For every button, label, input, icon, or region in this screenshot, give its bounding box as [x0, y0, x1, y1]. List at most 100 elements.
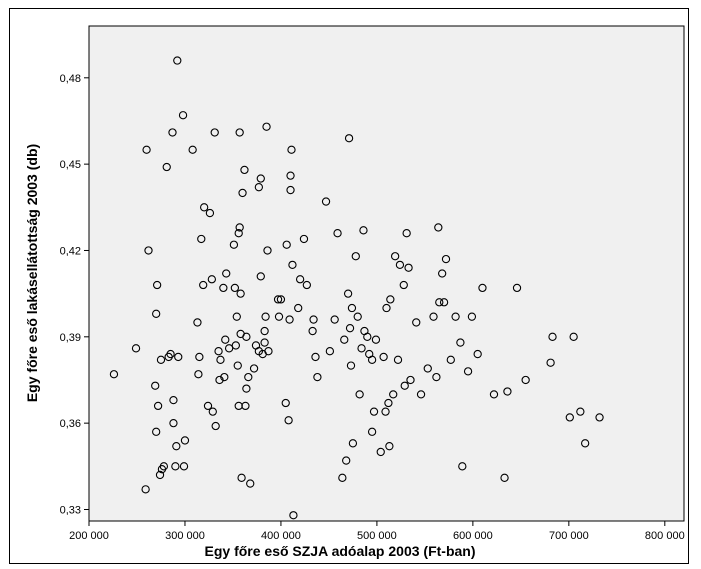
- data-point: [214, 347, 223, 356]
- data-point: [379, 352, 388, 362]
- data-point: [142, 145, 151, 154]
- data-point: [179, 462, 189, 471]
- data-point: [423, 364, 432, 373]
- data-point: [285, 315, 294, 324]
- data-point: [249, 364, 259, 373]
- data-point: [222, 269, 231, 278]
- data-point: [240, 165, 249, 175]
- data-point: [232, 312, 241, 321]
- y-tick-label: 0,33: [60, 504, 81, 516]
- data-point: [234, 229, 243, 238]
- data-point: [500, 473, 509, 482]
- data-point: [281, 398, 290, 408]
- data-point: [576, 407, 585, 416]
- data-point: [371, 335, 381, 344]
- data-point: [404, 263, 413, 272]
- data-point: [152, 280, 162, 290]
- data-point: [229, 240, 239, 249]
- data-point: [386, 295, 395, 304]
- data-point: [235, 223, 244, 232]
- data-point: [384, 398, 393, 408]
- y-tick-label: 0,48: [60, 73, 81, 85]
- data-point: [330, 315, 339, 324]
- data-point: [237, 473, 246, 482]
- data-point: [289, 511, 298, 520]
- data-point: [246, 479, 255, 488]
- data-point: [302, 280, 311, 290]
- data-point: [254, 183, 264, 192]
- y-tick-label: 0,45: [60, 159, 81, 171]
- data-point: [503, 387, 512, 396]
- data-points: [109, 56, 604, 520]
- data-point: [180, 436, 190, 445]
- data-point: [347, 303, 357, 313]
- data-point: [173, 56, 182, 65]
- data-point: [172, 442, 181, 451]
- data-point: [333, 229, 342, 238]
- x-tick-label: 700 000: [549, 530, 589, 542]
- data-point: [273, 295, 283, 304]
- data-point: [210, 128, 219, 137]
- data-point: [400, 381, 409, 390]
- data-point: [359, 226, 368, 235]
- data-point: [286, 185, 295, 195]
- data-point: [432, 372, 441, 382]
- data-point: [489, 390, 499, 399]
- data-point: [429, 312, 438, 321]
- data-point: [355, 390, 364, 399]
- data-point: [188, 145, 197, 154]
- data-point: [174, 352, 183, 362]
- data-point: [238, 188, 247, 198]
- data-point: [363, 332, 372, 341]
- data-point: [325, 347, 335, 356]
- data-point: [286, 171, 295, 180]
- scatter-chart: 200 000 300 000 400 000 500 000 600 000 700 0…: [24, 25, 685, 559]
- data-point: [294, 303, 303, 313]
- data-point: [458, 462, 467, 471]
- data-point: [338, 473, 347, 482]
- data-point: [178, 111, 188, 120]
- data-point: [346, 361, 356, 370]
- data-point: [236, 289, 245, 298]
- data-point: [169, 419, 178, 428]
- data-point: [309, 315, 318, 324]
- data-point: [345, 324, 355, 333]
- data-point: [367, 355, 377, 364]
- data-point: [308, 326, 317, 336]
- x-tick-label: 400 000: [261, 530, 301, 542]
- data-point: [199, 280, 208, 290]
- data-point: [467, 312, 477, 321]
- data-point: [155, 470, 165, 480]
- data-point: [241, 401, 250, 411]
- data-point: [264, 347, 273, 356]
- data-point: [197, 234, 206, 244]
- data-point: [348, 439, 358, 448]
- data-point: [260, 338, 269, 347]
- data-point: [357, 344, 366, 353]
- data-point: [166, 349, 175, 359]
- data-point: [473, 349, 482, 359]
- data-point: [152, 309, 161, 318]
- data-point: [215, 375, 224, 385]
- data-point: [313, 372, 322, 382]
- data-point: [385, 442, 394, 451]
- data-point: [256, 174, 265, 183]
- y-tick-label: 0,39: [60, 332, 81, 344]
- data-point: [261, 312, 270, 321]
- data-point: [256, 272, 265, 281]
- data-point: [211, 421, 220, 431]
- data-point: [194, 370, 203, 379]
- data-point: [402, 229, 411, 238]
- data-point: [569, 332, 578, 341]
- data-point: [340, 335, 349, 344]
- axis-ticks: 200 000 300 000 400 000 500 000 600 000 700 0…: [60, 73, 685, 542]
- data-point: [342, 456, 351, 465]
- data-point: [263, 246, 272, 255]
- data-point: [162, 162, 171, 172]
- data-point: [274, 312, 284, 321]
- data-point: [435, 298, 444, 307]
- data-point: [260, 326, 269, 336]
- data-point: [311, 352, 320, 362]
- data-point: [456, 338, 465, 347]
- data-point: [478, 283, 487, 293]
